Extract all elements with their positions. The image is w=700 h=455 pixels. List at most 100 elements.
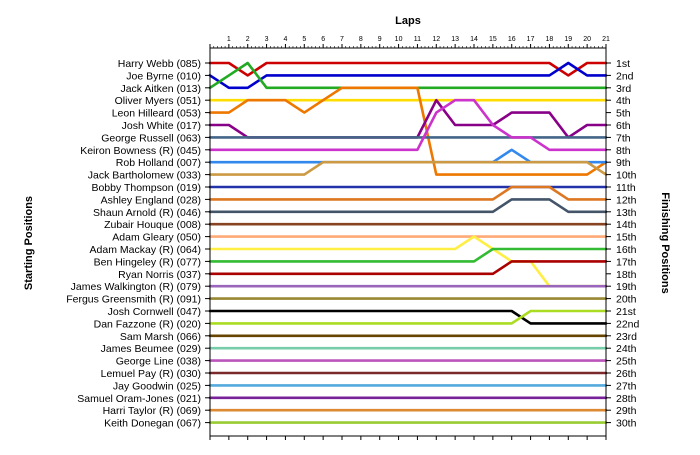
driver-label: Jack Aitken (013) <box>120 83 201 95</box>
finish-position-label: 26th <box>616 368 637 380</box>
driver-label: Leon Hilleard (053) <box>112 108 201 120</box>
lap-tick-label: 21 <box>602 36 610 43</box>
series-line <box>208 185 608 201</box>
driver-label: Zubair Houque (008) <box>104 219 201 231</box>
lap-tick-label: 12 <box>432 36 440 43</box>
driver-label: Ben Hingeley (R) (077) <box>94 256 201 268</box>
lap-tick-label: 15 <box>489 36 497 43</box>
driver-label: James Walkington (R) (079) <box>71 281 201 293</box>
lap-tick-label: 11 <box>414 36 421 43</box>
finish-position-label: 27th <box>616 380 637 392</box>
lap-tick-label: 9 <box>378 36 382 43</box>
lap-tick-label: 10 <box>395 36 403 43</box>
driver-label: Oliver Myers (051) <box>115 95 201 107</box>
lap-tick-label: 6 <box>321 36 325 43</box>
lap-tick-label: 5 <box>302 36 306 43</box>
lap-tick-label: 3 <box>265 36 269 43</box>
lap-tick-label: 2 <box>246 36 250 43</box>
lap-tick-label: 14 <box>470 36 478 43</box>
lap-tick-label: 8 <box>359 36 363 43</box>
driver-label: Harry Webb (085) <box>118 58 201 70</box>
series-line <box>208 98 608 152</box>
finish-position-label: 12th <box>616 194 637 206</box>
driver-label: Harri Taylor (R) (069) <box>103 405 201 417</box>
finish-position-label: 1st <box>616 58 630 70</box>
finish-position-label: 16th <box>616 244 637 256</box>
finish-position-label: 6th <box>616 120 631 132</box>
driver-label: Joe Byrne (010) <box>126 70 201 82</box>
lap-tick-label: 16 <box>508 36 516 43</box>
driver-label: Ryan Norris (037) <box>118 269 201 281</box>
finish-position-label: 3rd <box>616 83 631 95</box>
finish-position-label: 20th <box>616 294 637 306</box>
finish-position-label: 8th <box>616 145 631 157</box>
y-axis-title-right: Finishing Positions <box>659 192 671 293</box>
series-line <box>208 86 608 176</box>
driver-label: Lemuel Pay (R) (030) <box>101 368 201 380</box>
finish-position-label: 7th <box>616 132 631 144</box>
finish-position-label: 23rd <box>616 331 637 343</box>
y-axis-title-left: Starting Positions <box>23 196 35 290</box>
driver-label: Ashley England (028) <box>101 194 201 206</box>
driver-label: Adam Mackay (R) (064) <box>90 244 201 256</box>
driver-label: Jack Bartholomew (033) <box>88 170 201 182</box>
series-line <box>208 260 608 276</box>
lap-tick-label: 7 <box>340 36 344 43</box>
driver-label: Bobby Thompson (019) <box>91 182 201 194</box>
finish-position-label: 11th <box>616 182 636 194</box>
lap-tick-label: 13 <box>451 36 459 43</box>
series-line <box>208 247 608 263</box>
finish-position-label: 24th <box>616 343 637 355</box>
series-line <box>208 61 608 90</box>
lap-tick-label: 20 <box>583 36 591 43</box>
finish-position-label: 19th <box>616 281 637 293</box>
finish-position-label: 5th <box>616 108 631 120</box>
finish-position-label: 9th <box>616 157 631 169</box>
lap-tick-label: 18 <box>546 36 554 43</box>
finish-position-label: 2nd <box>616 70 634 82</box>
driver-label: Dan Fazzone (R) (020) <box>94 318 201 330</box>
driver-label: Fergus Greensmith (R) (091) <box>66 294 201 306</box>
driver-label: Adam Gleary (050) <box>112 232 201 244</box>
finish-position-label: 30th <box>616 418 637 430</box>
finish-position-label: 4th <box>616 95 631 107</box>
driver-label: Josh Cornwell (047) <box>108 306 201 318</box>
finish-position-label: 29th <box>616 405 637 417</box>
lap-tick-label: 1 <box>227 36 231 43</box>
finish-position-label: 21st <box>616 306 636 318</box>
finish-position-label: 18th <box>616 269 637 281</box>
finish-position-label: 10th <box>616 170 637 182</box>
driver-label: Sam Marsh (066) <box>120 331 201 343</box>
finish-position-label: 15th <box>616 232 637 244</box>
series-line <box>208 309 608 325</box>
finish-position-label: 13th <box>616 207 637 219</box>
driver-label: Keith Donegan (067) <box>104 418 201 430</box>
series-line <box>208 198 608 214</box>
driver-label: George Line (038) <box>116 356 201 368</box>
lap-tick-label: 19 <box>564 36 572 43</box>
driver-label: Jay Goodwin (025) <box>113 380 201 392</box>
finish-position-label: 22nd <box>616 318 640 330</box>
finish-position-label: 25th <box>616 356 637 368</box>
driver-label: Josh White (017) <box>122 120 201 132</box>
finish-position-label: 28th <box>616 393 637 405</box>
finish-position-label: 17th <box>616 256 637 268</box>
driver-label: Rob Holland (007) <box>116 157 201 169</box>
lap-tick-label: 4 <box>283 36 287 43</box>
series-line <box>208 61 608 77</box>
driver-label: Samuel Oram-Jones (021) <box>77 393 201 405</box>
series-line <box>208 148 608 164</box>
series-line <box>208 235 608 288</box>
finish-position-label: 14th <box>616 219 637 231</box>
series-line <box>208 98 608 139</box>
driver-label: Shaun Arnold (R) (046) <box>93 207 201 219</box>
lap-tick-label: 17 <box>527 36 535 43</box>
series-line <box>208 160 608 176</box>
series-line <box>208 309 608 325</box>
driver-label: James Beumee (029) <box>101 343 201 355</box>
driver-label: Keiron Bowness (R) (045) <box>80 145 201 157</box>
driver-label: George Russell (063) <box>101 132 201 144</box>
x-axis-title: Laps <box>395 15 421 27</box>
